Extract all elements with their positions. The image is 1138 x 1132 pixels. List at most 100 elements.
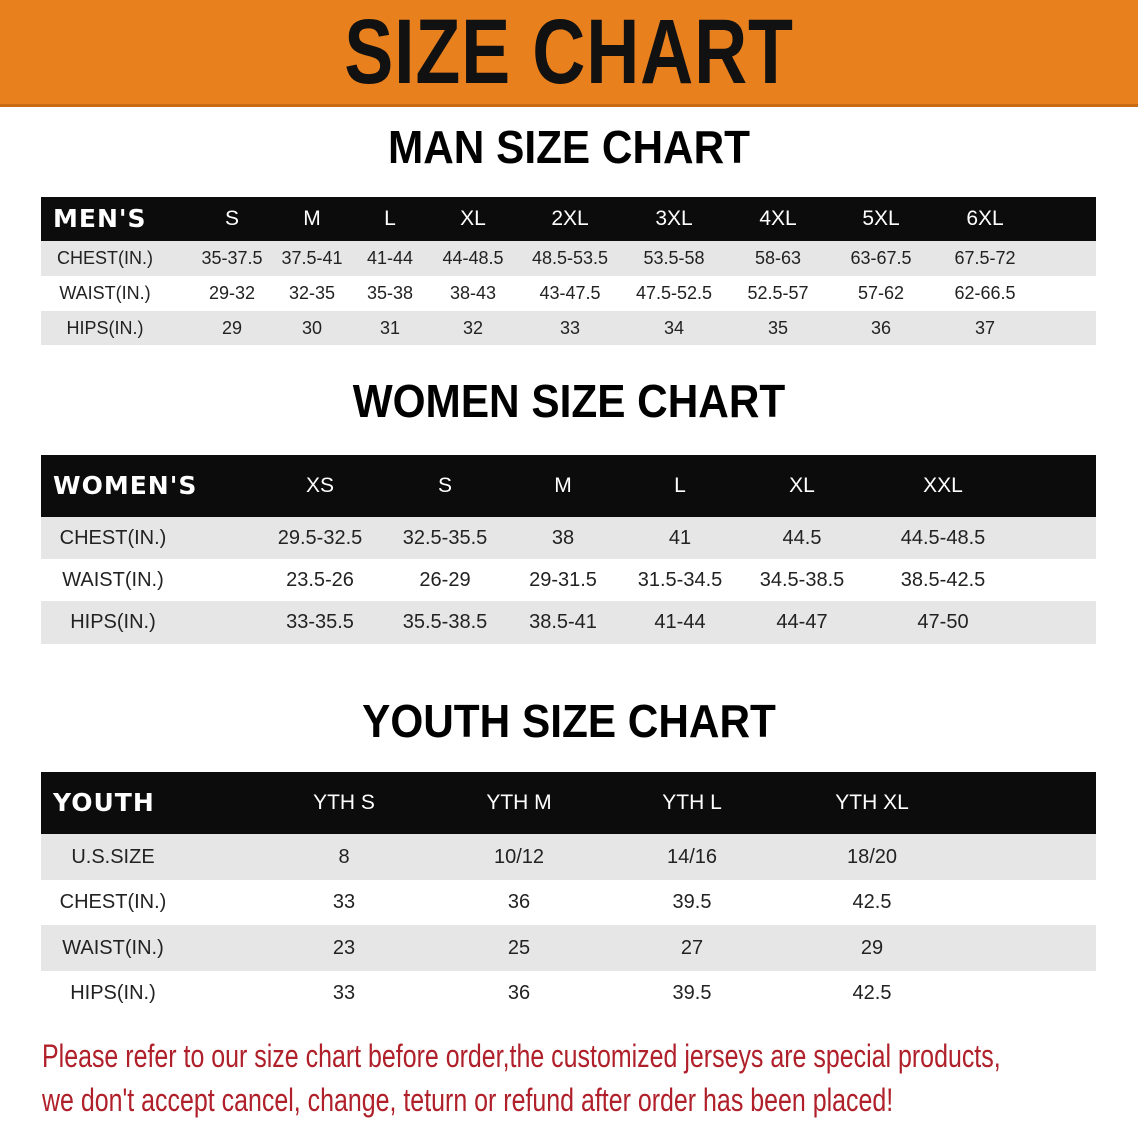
measurement-cell: 57-62 (857, 283, 905, 303)
row-label: WAIST(IN.) (62, 937, 164, 959)
measurement-cell: 44-47 (776, 611, 828, 633)
measurement-cell: 62-66.5 (954, 283, 1016, 303)
size-header: XS (305, 474, 335, 497)
men-header-row: MEN'S S M L XL 2XL 3XL 4XL 5XL 6XL (41, 197, 1096, 241)
men-heading: MAN SIZE CHART (387, 121, 751, 173)
measurement-cell: 53.5-58 (643, 248, 705, 268)
size-header: 3XL (655, 207, 693, 230)
table-row: HIPS(IN.) 29 30 31 32 33 34 35 36 37 (41, 311, 1096, 345)
measurement-cell: 36 (870, 318, 892, 338)
measurement-cell: 29.5-32.5 (277, 527, 363, 549)
measurement-cell: 58-63 (754, 248, 802, 268)
measurement-cell: 41-44 (366, 248, 414, 268)
table-row: CHEST(IN.) 35-37.5 37.5-41 41-44 44-48.5 48.5… (41, 241, 1096, 276)
row-label: HIPS(IN.) (66, 318, 144, 338)
measurement-cell: 29-32 (208, 283, 256, 303)
measurement-cell: 33 (559, 318, 581, 338)
size-header: M (303, 207, 321, 230)
measurement-cell: 18/20 (846, 846, 898, 868)
table-row: U.S.SIZE 8 10/12 14/16 18/20 (41, 834, 1096, 880)
table-row: HIPS(IN.) 33 36 39.5 42.5 (41, 971, 1096, 1016)
title-banner: SIZE CHART (0, 0, 1138, 107)
measurement-cell: 23.5-26 (286, 569, 354, 591)
measurement-cell: 34 (663, 318, 685, 338)
measurement-cell: 48.5-53.5 (531, 248, 609, 268)
measurement-cell: 52.5-57 (747, 283, 809, 303)
women-header-row: WOMEN'S XS S M L XL XXL (41, 455, 1096, 517)
table-row: CHEST(IN.) 33 36 39.5 42.5 (41, 880, 1096, 925)
table-row: WAIST(IN.) 23.5-26 26-29 29-31.5 31.5-34.5 34… (41, 559, 1096, 601)
men-header-label: MEN'S (53, 204, 147, 233)
table-row: HIPS(IN.) 33-35.5 35.5-38.5 38.5-41 41-44 44-… (41, 601, 1096, 644)
row-label: U.S.SIZE (71, 846, 155, 868)
size-header: M (554, 474, 572, 497)
measurement-cell: 39.5 (672, 982, 712, 1004)
measurement-cell: 32-35 (288, 283, 336, 303)
measurement-cell: 37.5-41 (281, 248, 343, 268)
size-header: XL (789, 474, 815, 497)
measurement-cell: 44-48.5 (442, 248, 504, 268)
row-label: CHEST(IN.) (59, 527, 167, 549)
table-row: WAIST(IN.) 23 25 27 29 (41, 925, 1096, 971)
measurement-cell: 36 (507, 891, 531, 913)
measurement-cell: 27 (680, 937, 704, 959)
measurement-cell: 44.5-48.5 (900, 527, 986, 549)
row-label: WAIST(IN.) (59, 283, 151, 303)
notice-line-1: Please refer to our size chart before or… (42, 1038, 1001, 1074)
youth-header-row: YOUTH YTH S YTH M YTH L YTH XL (41, 772, 1096, 834)
notice-line-2: we don't accept cancel, change, teturn o… (42, 1082, 894, 1118)
measurement-cell: 41 (668, 527, 692, 549)
size-header: XXL (923, 474, 963, 497)
measurement-cell: 33-35.5 (286, 611, 354, 633)
measurement-cell: 47-50 (917, 611, 969, 633)
row-label: CHEST(IN.) (57, 248, 153, 268)
women-header-label: WOMEN'S (53, 471, 198, 500)
measurement-cell: 29 (221, 318, 243, 338)
measurement-cell: 31 (379, 318, 401, 338)
page-title: SIZE CHART (344, 1, 794, 103)
measurement-cell: 67.5-72 (954, 248, 1016, 268)
measurement-cell: 38-43 (449, 283, 497, 303)
size-header: 4XL (759, 207, 797, 230)
measurement-cell: 10/12 (493, 846, 545, 868)
measurement-cell: 47.5-52.5 (635, 283, 713, 303)
measurement-cell: 43-47.5 (539, 283, 601, 303)
measurement-cell: 32 (462, 318, 484, 338)
measurement-cell: 8 (338, 846, 350, 868)
measurement-cell: 29-31.5 (529, 569, 597, 591)
size-header: YTH M (486, 791, 552, 814)
size-header: S (437, 474, 453, 497)
measurement-cell: 36 (507, 982, 531, 1004)
size-header: L (384, 207, 396, 230)
measurement-cell: 26-29 (419, 569, 471, 591)
measurement-cell: 30 (301, 318, 323, 338)
measurement-cell: 38 (551, 527, 575, 549)
size-header: YTH XL (835, 791, 909, 814)
women-size-table: WOMEN'S XS S M L XL XXL CHEST(IN.) 29.5-32.5 32.5… (41, 455, 1096, 644)
row-label: CHEST(IN.) (59, 891, 167, 913)
measurement-cell: 38.5-41 (529, 611, 597, 633)
measurement-cell: 37 (974, 318, 996, 338)
measurement-cell: 33 (332, 982, 356, 1004)
measurement-cell: 63-67.5 (850, 248, 912, 268)
measurement-cell: 35-38 (366, 283, 414, 303)
row-label: HIPS(IN.) (70, 611, 156, 633)
row-label: HIPS(IN.) (70, 982, 156, 1004)
youth-header-label: YOUTH (53, 788, 155, 817)
table-row: CHEST(IN.) 29.5-32.5 32.5-35.5 38 41 44.5 44.5… (41, 517, 1096, 559)
measurement-cell: 14/16 (666, 846, 718, 868)
measurement-cell: 39.5 (672, 891, 712, 913)
measurement-cell: 32.5-35.5 (402, 527, 488, 549)
size-header: L (674, 474, 686, 497)
size-header: XL (460, 207, 486, 230)
measurement-cell: 34.5-38.5 (759, 569, 845, 591)
youth-heading: YOUTH SIZE CHART (362, 695, 776, 747)
measurement-cell: 35.5-38.5 (402, 611, 488, 633)
table-row: WAIST(IN.) 29-32 32-35 35-38 38-43 43-47.5 47.… (41, 276, 1096, 311)
measurement-cell: 29 (860, 937, 884, 959)
size-header: 5XL (862, 207, 900, 230)
size-header: S (224, 207, 240, 230)
measurement-cell: 31.5-34.5 (637, 569, 723, 591)
measurement-cell: 44.5 (782, 527, 822, 549)
measurement-cell: 33 (332, 891, 356, 913)
